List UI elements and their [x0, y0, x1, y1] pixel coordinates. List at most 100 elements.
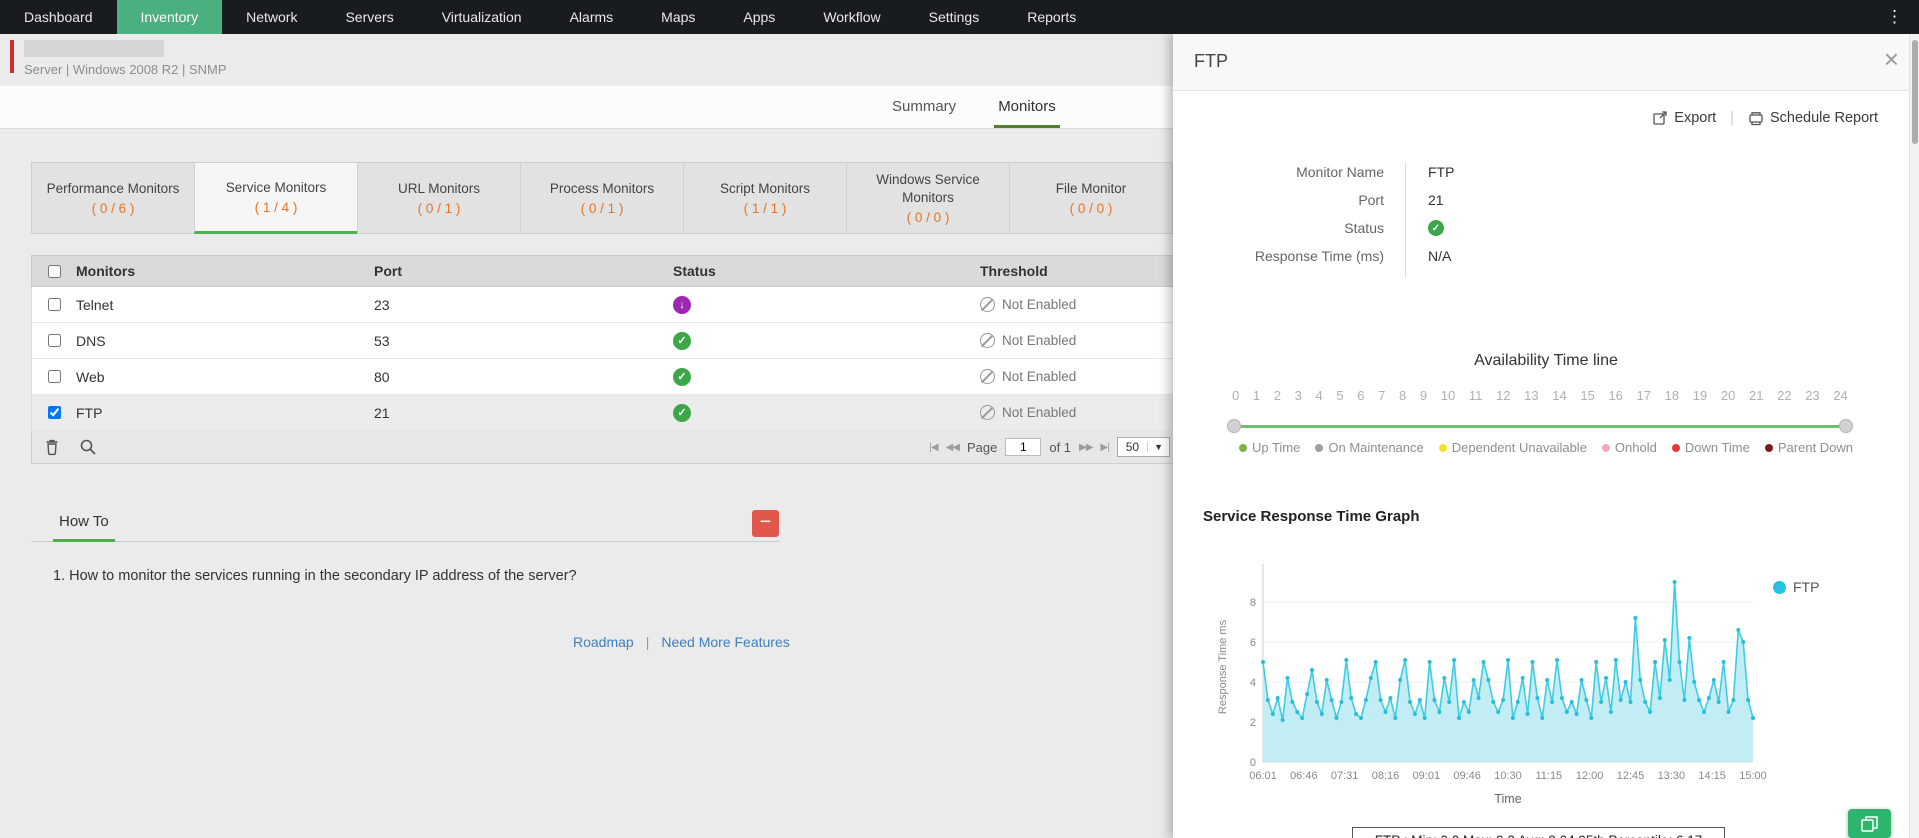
page-of-label: of 1	[1049, 439, 1072, 455]
close-icon[interactable]: ×	[1883, 44, 1899, 74]
monitor-tab-file-monitor[interactable]: File Monitor ( 0 / 0 )	[1009, 162, 1173, 234]
monitor-tab-label: Service Monitors	[225, 180, 327, 196]
nav-item-workflow[interactable]: Workflow	[823, 9, 881, 25]
detail-value: 21	[1428, 192, 1444, 208]
row-checkbox-telnet[interactable]	[47, 298, 61, 311]
timeline-handle-start[interactable]	[1227, 419, 1241, 433]
threshold-value: Not Enabled	[1002, 333, 1077, 348]
detail-value: N/A	[1428, 248, 1452, 264]
svg-text:06:01: 06:01	[1249, 770, 1277, 782]
first-page-button[interactable]: |◀	[929, 441, 938, 453]
not-enabled-icon	[980, 369, 995, 384]
next-page-button[interactable]: ▶▶	[1079, 441, 1093, 453]
col-header-status: Status	[673, 263, 716, 279]
row-checkbox-web[interactable]	[47, 370, 61, 383]
monitor-tab-performance-monitors[interactable]: Performance Monitors ( 0 / 6 )	[31, 162, 195, 234]
detail-monitor-name: Monitor Name FTP	[1173, 158, 1873, 186]
legend-dot	[1764, 443, 1773, 452]
select-all-checkbox[interactable]	[47, 264, 61, 278]
view-tabs: Summary Monitors	[888, 98, 1060, 128]
row-checkbox-dns[interactable]	[47, 334, 61, 347]
delete-icon[interactable]	[42, 437, 62, 457]
nav-item-reports[interactable]: Reports	[1027, 9, 1077, 25]
table-footer: |◀ ◀◀ Page of 1 ▶▶ ▶| 50 ▼	[31, 431, 1173, 464]
action-separator: |	[1730, 110, 1734, 126]
monitor-tab-windows-service-monitors[interactable]: Windows Service Monitors ( 0 / 0 )	[846, 162, 1010, 234]
collapse-button[interactable]: −	[752, 510, 779, 537]
report-fab-button[interactable]	[1848, 809, 1891, 838]
detail-response-time-ms: Response Time (ms) N/A	[1173, 242, 1873, 270]
nav-item-dashboard[interactable]: Dashboard	[24, 9, 93, 25]
page-size-select[interactable]: 50 ▼	[1116, 437, 1170, 457]
timeline-tick: 14	[1552, 388, 1567, 403]
nav-item-alarms[interactable]: Alarms	[569, 9, 614, 25]
legend-dot	[1671, 443, 1680, 452]
tab-monitors[interactable]: Monitors	[994, 98, 1060, 128]
kebab-menu-icon[interactable]: ⋮	[1886, 7, 1903, 26]
threshold-value: Not Enabled	[1002, 297, 1077, 312]
panel-title: FTP	[1194, 51, 1228, 71]
legend-down-time: Down Time	[1671, 440, 1750, 455]
not-enabled-icon	[980, 405, 995, 420]
legend-dot	[1238, 443, 1247, 452]
schedule-report-button[interactable]: Schedule Report	[1748, 110, 1878, 126]
timeline-tick: 23	[1805, 388, 1820, 403]
monitor-tab-process-monitors[interactable]: Process Monitors ( 0 / 1 )	[520, 162, 684, 234]
monitor-name: Telnet	[76, 296, 114, 313]
row-checkbox-ftp[interactable]	[47, 406, 61, 419]
nav-item-virtualization[interactable]: Virtualization	[441, 9, 522, 25]
monitor-tab-url-monitors[interactable]: URL Monitors ( 0 / 1 )	[357, 162, 521, 234]
redacted-server-name	[24, 40, 164, 57]
legend-label: Down Time	[1684, 440, 1750, 455]
svg-text:10:30: 10:30	[1494, 770, 1522, 782]
monitor-port: 53	[374, 332, 390, 349]
ftp-detail-panel: FTP × Export | Schedule Report Monitor N…	[1173, 34, 1919, 838]
footer-links: Roadmap | Need More Features	[573, 634, 790, 650]
legend-dot	[1601, 443, 1610, 452]
nav-item-servers[interactable]: Servers	[345, 9, 394, 25]
detail-value: FTP	[1428, 164, 1455, 180]
monitors-table: Monitors Port Status Threshold Telnet 23 ↓…	[31, 255, 1173, 464]
top-nav: Dashboard Inventory Network Servers Virtuali…	[0, 0, 1919, 34]
main-content: Server | Windows 2008 R2 | SNMP Summary M…	[0, 34, 1173, 838]
search-icon[interactable]	[78, 437, 98, 457]
page-input[interactable]	[1005, 438, 1042, 456]
timeline-tick: 17	[1636, 388, 1652, 403]
monitor-tab-count: ( 0 / 1 )	[417, 200, 461, 216]
tab-how-to[interactable]: How To	[53, 513, 115, 542]
timeline-tick: 7	[1378, 388, 1386, 403]
monitor-tab-service-monitors[interactable]: Service Monitors ( 1 / 4 )	[194, 162, 358, 234]
prev-page-button[interactable]: ◀◀	[945, 441, 960, 453]
timeline-handle-end[interactable]	[1839, 419, 1853, 433]
need-more-features-link[interactable]: Need More Features	[661, 634, 790, 650]
monitor-tab-label: Script Monitors	[719, 181, 811, 197]
col-header-threshold: Threshold	[980, 263, 1048, 279]
export-button[interactable]: Export	[1652, 110, 1716, 126]
timeline-tick: 22	[1777, 388, 1792, 403]
export-icon	[1653, 111, 1667, 125]
top-nav-items: Dashboard Inventory Network Servers Virtuali…	[0, 0, 1100, 34]
timeline-tick: 18	[1664, 388, 1680, 403]
nav-item-inventory[interactable]: Inventory	[116, 0, 223, 34]
monitor-port: 23	[374, 296, 390, 313]
legend-dot	[1315, 443, 1324, 452]
monitor-tab-script-monitors[interactable]: Script Monitors ( 1 / 1 )	[683, 162, 847, 234]
tab-summary[interactable]: Summary	[892, 98, 957, 115]
roadmap-link[interactable]: Roadmap	[573, 634, 634, 650]
nav-item-network[interactable]: Network	[246, 9, 298, 25]
scrollbar-thumb[interactable]	[1912, 40, 1918, 144]
timeline-tick: 1	[1252, 388, 1261, 403]
schedule-report-icon	[1749, 112, 1763, 126]
legend-on-maintenance: On Maintenance	[1315, 440, 1424, 455]
nav-item-settings[interactable]: Settings	[928, 9, 980, 25]
svg-text:13:30: 13:30	[1658, 770, 1686, 782]
svg-text:11:15: 11:15	[1535, 770, 1562, 782]
nav-item-maps[interactable]: Maps	[661, 9, 696, 25]
monitor-port: 80	[374, 368, 390, 385]
window-scrollbar	[1909, 34, 1919, 838]
last-page-button[interactable]: ▶|	[1100, 441, 1109, 453]
nav-item-apps[interactable]: Apps	[743, 9, 776, 25]
howto-section: How To − 1. How to monitor the services …	[31, 508, 779, 584]
detail-label: Port	[1358, 192, 1384, 208]
monitor-name: DNS	[76, 332, 106, 349]
